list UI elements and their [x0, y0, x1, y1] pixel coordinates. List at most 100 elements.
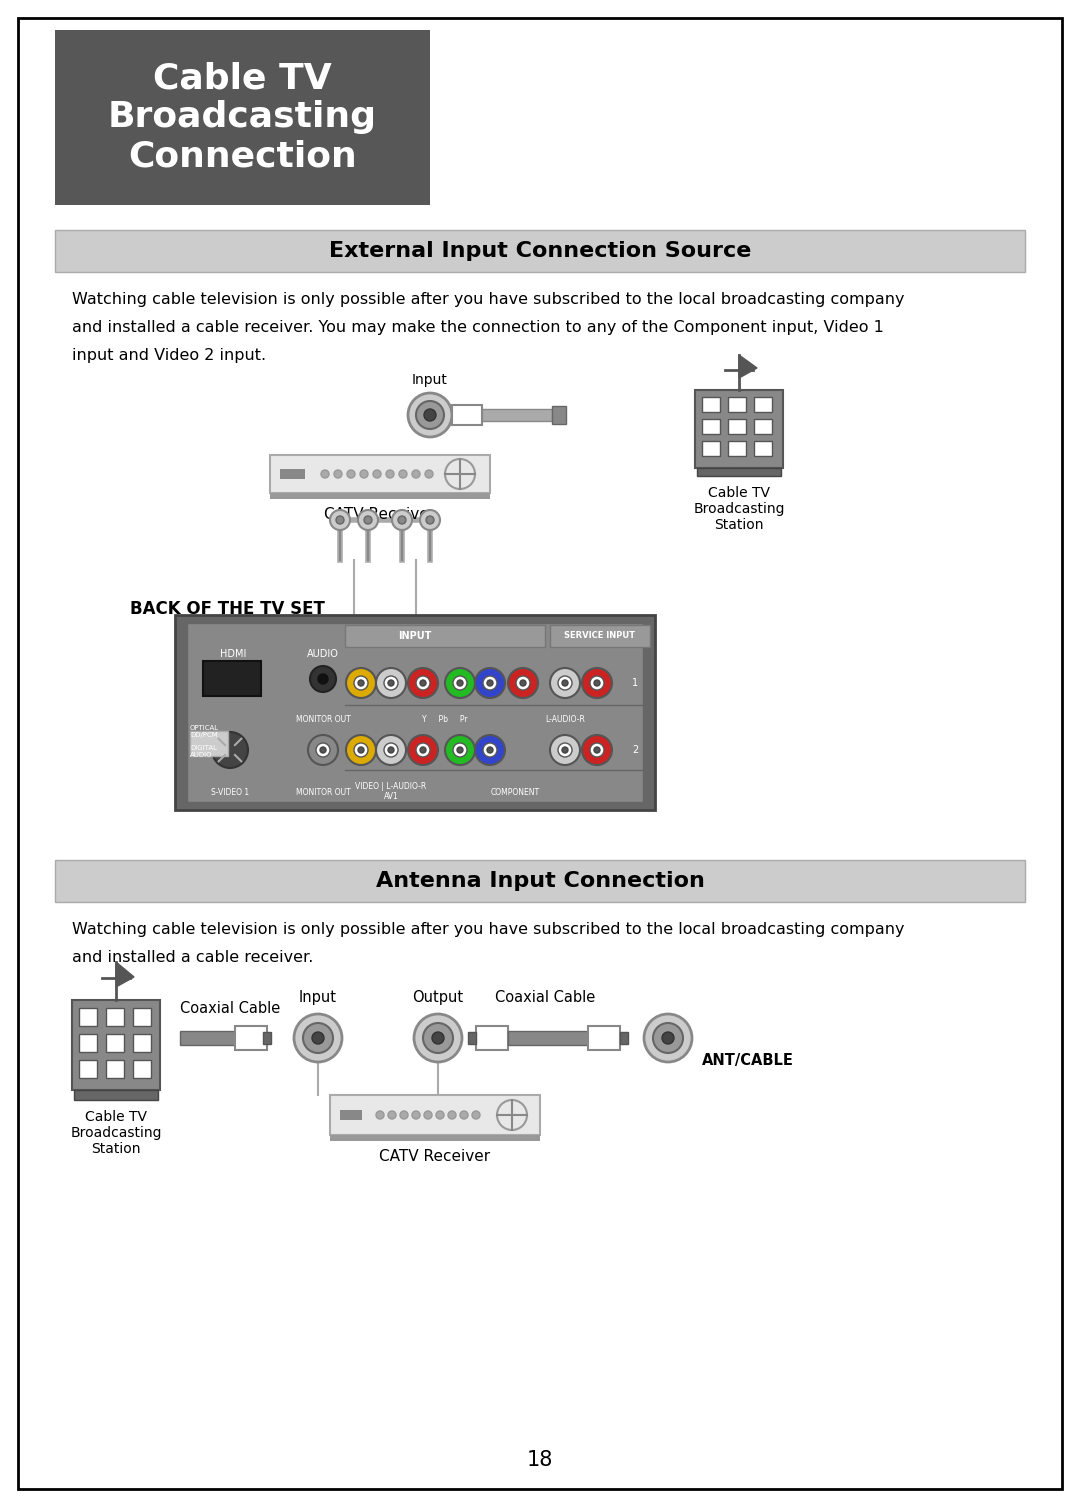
Bar [280, 469, 305, 479]
Circle shape [376, 735, 406, 766]
Circle shape [475, 735, 505, 766]
Circle shape [582, 668, 612, 698]
Bar [203, 662, 261, 696]
Bar [270, 493, 490, 499]
Text: and installed a cable receiver.: and installed a cable receiver. [72, 949, 313, 964]
Bar [468, 1032, 476, 1044]
Bar [133, 1034, 151, 1052]
Text: S-VIDEO 1: S-VIDEO 1 [211, 788, 249, 797]
Bar [508, 1031, 588, 1044]
Text: 18: 18 [527, 1450, 553, 1469]
Circle shape [426, 470, 433, 478]
Circle shape [346, 735, 376, 766]
Text: Cable TV
Broadcasting
Connection: Cable TV Broadcasting Connection [108, 62, 377, 173]
Text: AV1: AV1 [383, 793, 399, 802]
Text: External Input Connection Source: External Input Connection Source [328, 241, 752, 261]
Bar [728, 396, 746, 411]
Circle shape [336, 515, 345, 524]
Circle shape [453, 677, 467, 690]
Text: input and Video 2 input.: input and Video 2 input. [72, 348, 266, 363]
Circle shape [590, 677, 604, 690]
Circle shape [424, 1111, 432, 1120]
Circle shape [644, 1014, 692, 1062]
Circle shape [423, 1023, 453, 1053]
Circle shape [320, 747, 326, 754]
Bar [552, 405, 566, 423]
Polygon shape [116, 961, 134, 987]
Text: Y     Pb     Pr: Y Pb Pr [422, 714, 468, 723]
Bar [754, 442, 772, 457]
Circle shape [497, 1100, 527, 1130]
Circle shape [426, 515, 434, 524]
Circle shape [562, 680, 568, 686]
Bar [754, 419, 772, 434]
Circle shape [316, 743, 330, 757]
Circle shape [400, 1111, 408, 1120]
Bar [180, 1031, 235, 1044]
Text: DIGITAL
AUDIO: DIGITAL AUDIO [190, 744, 217, 758]
Circle shape [308, 735, 338, 766]
Bar [340, 1111, 362, 1120]
Circle shape [582, 735, 612, 766]
Text: BACK OF THE TV SET: BACK OF THE TV SET [130, 600, 325, 618]
Bar [175, 615, 654, 809]
Text: INPUT: INPUT [399, 631, 432, 640]
Circle shape [420, 747, 426, 754]
Circle shape [487, 680, 492, 686]
Circle shape [420, 680, 426, 686]
Circle shape [483, 677, 497, 690]
Bar [620, 1032, 627, 1044]
Circle shape [508, 668, 538, 698]
Circle shape [321, 470, 329, 478]
Text: HDMI: HDMI [220, 650, 246, 659]
Text: Output: Output [413, 990, 463, 1005]
Circle shape [388, 680, 394, 686]
Bar [55, 860, 1025, 903]
Text: MONITOR OUT: MONITOR OUT [296, 788, 350, 797]
Bar [75, 1090, 158, 1100]
Circle shape [399, 515, 406, 524]
Circle shape [457, 747, 463, 754]
Text: ANT/CABLE: ANT/CABLE [702, 1053, 794, 1068]
Bar [330, 1135, 540, 1141]
Text: CATV Receiver: CATV Receiver [379, 1148, 490, 1163]
Circle shape [384, 743, 399, 757]
Circle shape [432, 1032, 444, 1044]
Bar [702, 442, 720, 457]
Circle shape [347, 470, 355, 478]
Bar [133, 1059, 151, 1078]
Bar [106, 1059, 124, 1078]
Bar [550, 625, 650, 647]
Text: Coaxial Cable: Coaxial Cable [180, 1001, 280, 1016]
Text: Coaxial Cable: Coaxial Cable [495, 990, 595, 1005]
Circle shape [436, 1111, 444, 1120]
Circle shape [472, 1111, 480, 1120]
Circle shape [376, 1111, 384, 1120]
Bar [190, 731, 228, 757]
Circle shape [303, 1023, 333, 1053]
Circle shape [357, 509, 378, 530]
Bar [697, 469, 781, 476]
Text: Input: Input [413, 374, 448, 387]
Circle shape [453, 743, 467, 757]
Circle shape [376, 668, 406, 698]
Circle shape [357, 680, 364, 686]
Circle shape [330, 509, 350, 530]
Bar [106, 1008, 124, 1026]
Circle shape [519, 680, 526, 686]
Circle shape [445, 668, 475, 698]
Bar [264, 1032, 271, 1044]
Circle shape [662, 1032, 674, 1044]
Circle shape [445, 735, 475, 766]
Circle shape [416, 401, 444, 429]
Circle shape [416, 743, 430, 757]
Bar [55, 30, 430, 205]
Circle shape [550, 668, 580, 698]
Text: SERVICE INPUT: SERVICE INPUT [565, 631, 635, 640]
Circle shape [364, 515, 372, 524]
Circle shape [386, 470, 394, 478]
Circle shape [558, 677, 572, 690]
Circle shape [408, 668, 438, 698]
Bar [345, 625, 545, 647]
Text: and installed a cable receiver. You may make the connection to any of the Compon: and installed a cable receiver. You may … [72, 319, 883, 335]
